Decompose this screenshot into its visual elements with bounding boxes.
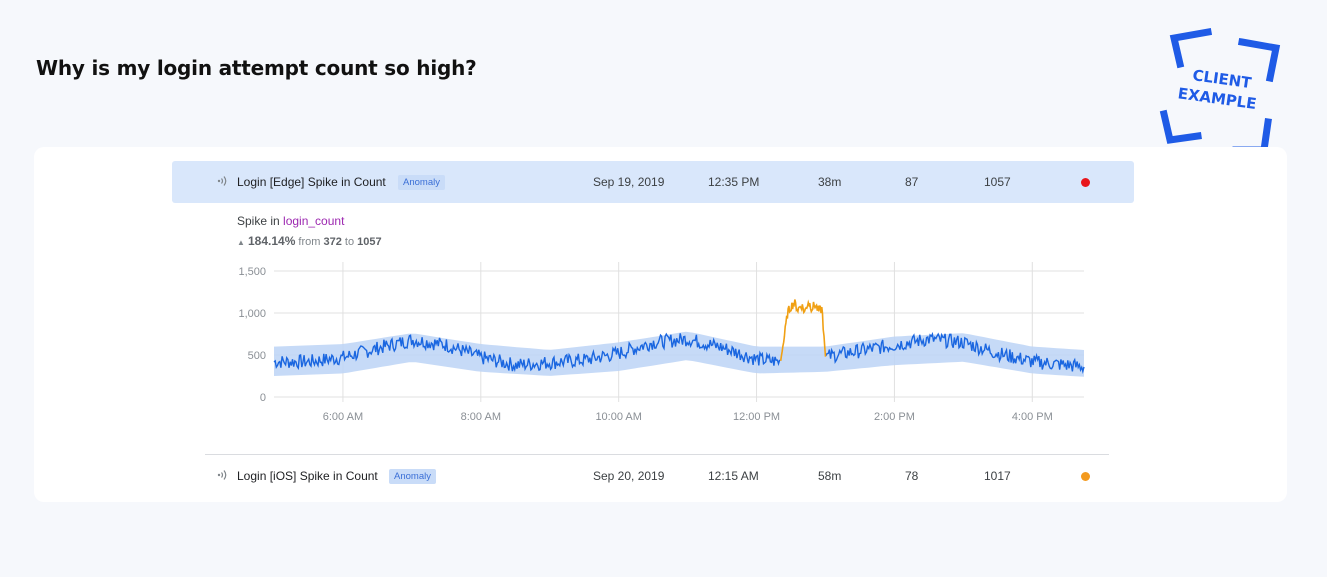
- spike-prefix: Spike in: [237, 214, 284, 228]
- row-date: Sep 19, 2019: [593, 175, 665, 189]
- series-line: [825, 331, 1085, 374]
- from-label: from: [295, 236, 324, 248]
- anomaly-badge: Anomaly: [389, 469, 436, 484]
- row-duration: 58m: [818, 469, 842, 483]
- row-value: 1057: [984, 175, 1011, 189]
- row-title[interactable]: Login [Edge] Spike in Count: [237, 175, 386, 189]
- signal-icon: [217, 176, 227, 186]
- row-value: 1017: [984, 469, 1011, 483]
- to-label: to: [341, 236, 358, 248]
- x-tick-label: 10:00 AM: [595, 411, 641, 423]
- anomaly-card: [34, 147, 1287, 502]
- row-count: 87: [905, 175, 919, 189]
- row-time: 12:35 PM: [708, 175, 760, 189]
- x-tick-label: 8:00 AM: [461, 411, 501, 423]
- y-tick-label: 1,500: [238, 266, 266, 278]
- client-example-stamp: CLIENT EXAMPLE: [1159, 27, 1281, 154]
- row-count: 78: [905, 469, 919, 483]
- row-duration: 38m: [818, 175, 842, 189]
- anomaly-row-edge[interactable]: Login [Edge] Spike in Count Anomaly Sep …: [172, 161, 1134, 203]
- spike-summary: ▲ 184.14% from 372 to 1057: [237, 234, 382, 248]
- spike-percent: 184.14%: [247, 234, 296, 248]
- y-tick-label: 1,000: [238, 308, 266, 320]
- page-title: Why is my login attempt count so high?: [36, 56, 477, 80]
- row-title[interactable]: Login [iOS] Spike in Count: [237, 469, 378, 483]
- y-tick-label: 0: [260, 392, 266, 404]
- y-tick-label: 500: [248, 350, 266, 362]
- x-tick-label: 6:00 AM: [323, 411, 363, 423]
- metric-name[interactable]: login_count: [283, 214, 345, 228]
- row-date: Sep 20, 2019: [593, 469, 665, 483]
- x-tick-label: 2:00 PM: [874, 411, 915, 423]
- up-arrow-icon: ▲: [237, 238, 245, 247]
- x-tick-label: 12:00 PM: [733, 411, 780, 423]
- status-dot: [1081, 178, 1090, 187]
- from-value: 372: [323, 236, 342, 248]
- to-value: 1057: [357, 236, 382, 248]
- anomaly-badge: Anomaly: [398, 175, 445, 190]
- status-dot: [1081, 472, 1090, 481]
- anomaly-series-line: [779, 299, 827, 362]
- series-line: [273, 332, 781, 373]
- spike-heading: Spike in login_count: [237, 214, 344, 228]
- signal-icon: [217, 470, 227, 480]
- anomaly-row-ios[interactable]: Login [iOS] Spike in Count Anomaly Sep 2…: [172, 455, 1134, 497]
- row-divider: [205, 454, 1109, 455]
- x-tick-label: 4:00 PM: [1012, 411, 1053, 423]
- row-time: 12:15 AM: [708, 469, 759, 483]
